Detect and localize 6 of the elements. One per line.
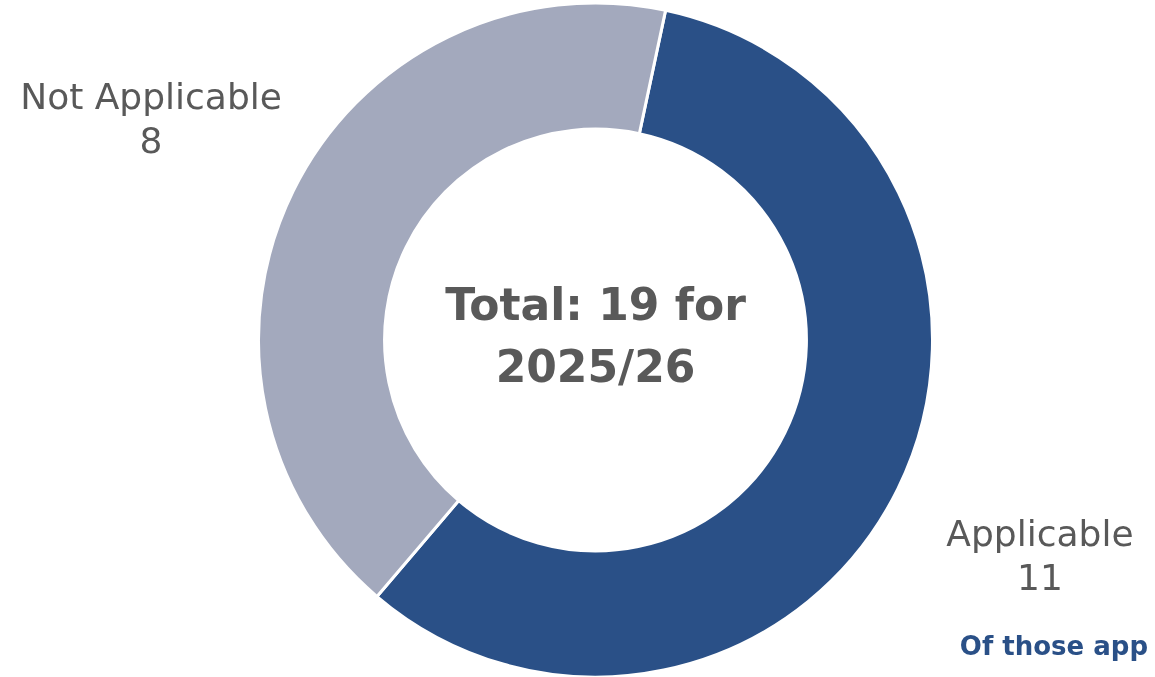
slice-label: Not Applicable (20, 75, 282, 117)
data-label: 11 (1017, 557, 1063, 599)
text: Total: 19 for 2025/26 (445, 279, 747, 393)
data-label: 8 (139, 119, 163, 161)
text: Of those app (959, 630, 1148, 661)
slice-label: Applicable (946, 513, 1134, 555)
